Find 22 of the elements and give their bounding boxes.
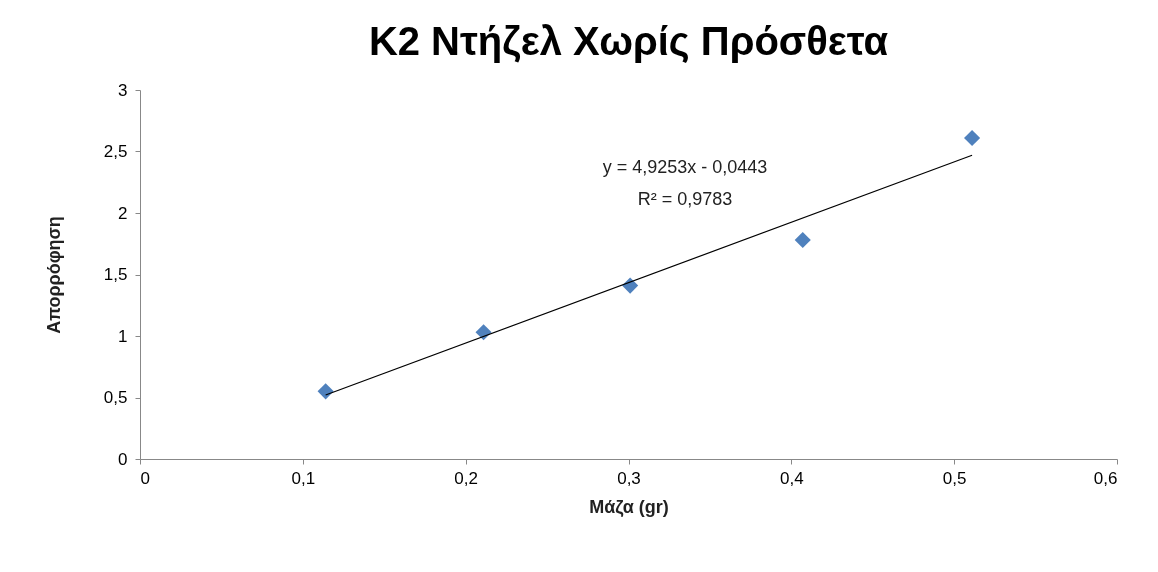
x-tick-label: 0 bbox=[140, 468, 150, 488]
y-tick-label: 3 bbox=[118, 80, 128, 100]
point bbox=[794, 232, 811, 249]
y-tick-label: 2 bbox=[118, 203, 128, 223]
y-tick-label: 2,5 bbox=[103, 142, 128, 161]
y-tick-label: 0 bbox=[118, 449, 128, 469]
y-tick-label: 1 bbox=[118, 326, 128, 346]
x-tick-label: 0,5 bbox=[942, 468, 967, 488]
y-tick-label: 0,5 bbox=[103, 388, 128, 407]
annotation: R² = 0,9783 bbox=[637, 189, 733, 209]
annotation: y = 4,9253x - 0,0443 bbox=[602, 157, 768, 177]
x-tick-label: 0,3 bbox=[617, 468, 641, 488]
point bbox=[964, 129, 981, 147]
x-tick-label: 0,4 bbox=[780, 468, 804, 488]
x-axis-title: Μάζα (gr) bbox=[589, 496, 669, 518]
y-tick-label: 1,5 bbox=[103, 265, 128, 284]
chart-title: Κ2 Ντήζελ Χωρίς Πρόσθετα bbox=[368, 19, 889, 64]
x-tick-label: 0,6 bbox=[1093, 468, 1118, 488]
point bbox=[317, 383, 334, 400]
y-axis-title: Απορρόφηση bbox=[43, 216, 64, 334]
x-tick-label: 0,2 bbox=[454, 468, 478, 488]
x-tick-label: 0,1 bbox=[291, 468, 316, 488]
